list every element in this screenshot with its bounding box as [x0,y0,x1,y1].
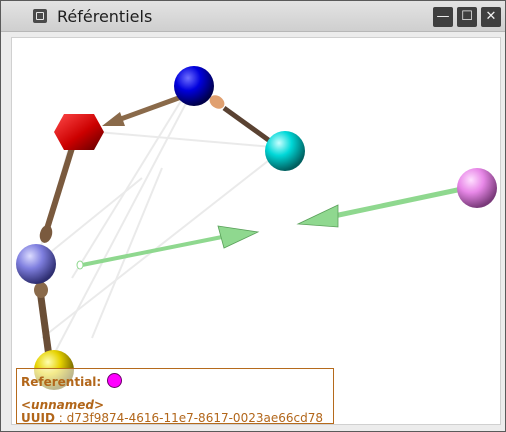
close-button[interactable]: ✕ [481,7,501,27]
app-icon[interactable] [33,9,47,23]
maximize-icon: ☐ [461,9,473,24]
referential-red-hexagon[interactable] [54,114,104,150]
referential-line: Referential: [21,373,122,389]
title-bar[interactable]: Référentiels — ☐ ✕ [1,1,505,32]
uuid-value: d73f9874-4616-11e7-8617-0023ae66cd78 [67,411,323,425]
referential-info-panel: Referential: <unnamed> UUID : d73f9874-4… [16,368,334,424]
minimize-icon: — [437,9,450,24]
close-icon: ✕ [486,9,497,24]
link-arrow-cyan-blue [207,92,274,144]
referential-name: <unnamed> [21,398,104,412]
referential-color-swatch [107,373,122,388]
3d-viewport[interactable]: Referential: <unnamed> UUID : d73f9874-4… [11,37,501,425]
translation-arrow-left [77,226,258,269]
link-arrow-red-peri [38,148,72,244]
uuid-separator: : [55,411,67,425]
referential-pink-sphere[interactable] [457,168,497,208]
scene-canvas[interactable] [12,38,500,424]
minimize-button[interactable]: — [433,7,453,27]
referential-periwinkle-sphere[interactable] [16,244,56,284]
uuid-line: UUID : d73f9874-4616-11e7-8617-0023ae66c… [21,411,323,425]
referential-cyan-sphere[interactable] [265,131,305,171]
referential-blue-sphere[interactable] [174,66,214,106]
uuid-label: UUID [21,411,55,425]
translation-arrow-right [298,189,462,227]
window-title: Référentiels [57,7,152,26]
maximize-button[interactable]: ☐ [457,7,477,27]
referential-label: Referential: [21,375,101,389]
link-arrow-blue-red [102,96,184,126]
